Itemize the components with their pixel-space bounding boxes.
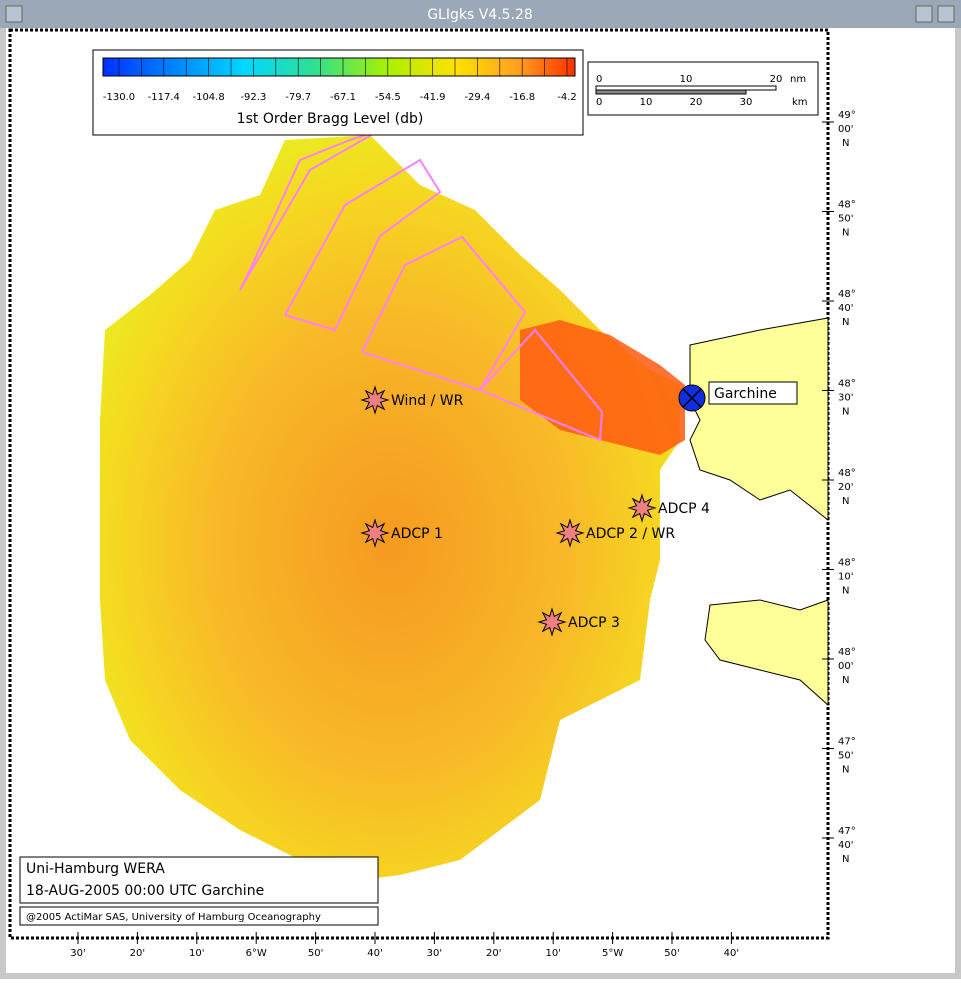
lat-degree: 48° [838, 468, 856, 479]
lat-minute: 30' [838, 393, 853, 404]
info-box [19, 856, 379, 904]
colorbar-label: -117.4 [148, 92, 180, 103]
lat-degree: 47° [838, 737, 856, 748]
info-line: 18-AUG-2005 00:00 UTC Garchine [26, 883, 264, 899]
lat-hemisphere: N [842, 228, 849, 239]
station-label: Wind / WR [391, 393, 464, 409]
station-label: ADCP 3 [568, 615, 620, 631]
land-north [689, 317, 829, 522]
lon-label: 20' [486, 948, 501, 959]
colorbar-label: -29.4 [464, 92, 490, 103]
lat-degree: 48° [838, 558, 856, 569]
lat-degree: 48° [838, 200, 856, 211]
km-unit: km [792, 97, 808, 108]
lon-label: 40' [724, 948, 739, 959]
station-label: ADCP 4 [658, 501, 710, 517]
radar-site-cross [682, 388, 702, 408]
lat-hemisphere: N [842, 138, 849, 149]
colorbar-label: -79.7 [285, 92, 311, 103]
high-level-area [520, 320, 685, 455]
lat-degree: 49° [838, 110, 856, 121]
lat-degree: 48° [838, 379, 856, 390]
colorbar-label: -54.5 [375, 92, 401, 103]
nm-label: 0 [596, 74, 602, 85]
km-label: 10 [640, 97, 653, 108]
lon-label: 5°W [602, 948, 623, 959]
km-label: 30 [740, 97, 753, 108]
colorbar-label: -130.0 [103, 92, 135, 103]
lat-hemisphere: N [842, 765, 849, 776]
lat-minute: 40' [838, 303, 853, 314]
lat-minute: 50' [838, 214, 853, 225]
minimize-button[interactable] [915, 5, 933, 23]
copyright: @2005 ActiMar SAS, University of Hamburg… [26, 912, 321, 923]
km-bar [595, 89, 747, 95]
lat-hemisphere: N [842, 407, 849, 418]
radar-site-label-box [708, 381, 798, 405]
colorbar [102, 57, 576, 77]
lat-hemisphere: N [842, 675, 849, 686]
lon-label: 6°W [246, 948, 267, 959]
station-marker [360, 385, 390, 415]
lon-label: 10' [545, 948, 560, 959]
radar-site-label: Garchine [714, 386, 777, 402]
lat-degree: 48° [838, 289, 856, 300]
lat-hemisphere: N [842, 586, 849, 597]
lon-label: 10' [189, 948, 204, 959]
station-marker [555, 518, 585, 548]
nm-bar [595, 85, 777, 91]
lat-hemisphere: N [842, 317, 849, 328]
title-bar [0, 0, 961, 28]
station-marker [360, 518, 390, 548]
station-label: ADCP 1 [391, 526, 443, 542]
colorbar-label: -4.2 [557, 92, 577, 103]
nm-label: 10 [680, 74, 693, 85]
lon-label: 50' [308, 948, 323, 959]
window-title: GLIgks V4.5.28 [427, 7, 533, 23]
lat-minute: 40' [838, 840, 853, 851]
lat-minute: 00' [838, 661, 853, 672]
lon-label: 50' [664, 948, 679, 959]
lon-label: 20' [130, 948, 145, 959]
station-marker [537, 607, 567, 637]
lat-hemisphere: N [842, 496, 849, 507]
lon-label: 40' [367, 948, 382, 959]
lat-minute: 10' [838, 572, 853, 583]
colorbar-label: -67.1 [330, 92, 356, 103]
station-label: ADCP 2 / WR [586, 526, 675, 542]
lon-label: 30' [427, 948, 442, 959]
zone-outlines [239, 129, 604, 442]
lat-degree: 48° [838, 647, 856, 658]
colorbar-label: -41.9 [420, 92, 446, 103]
radar-coverage [100, 135, 680, 880]
lat-minute: 00' [838, 124, 853, 135]
lat-hemisphere: N [842, 854, 849, 865]
lon-label: 30' [70, 948, 85, 959]
km-label: 20 [690, 97, 703, 108]
colorbar-label: -92.3 [240, 92, 266, 103]
menu-button[interactable] [5, 5, 23, 23]
copyright-box [19, 906, 379, 926]
colorbar-title: 1st Order Bragg Level (db) [237, 111, 424, 127]
maximize-button[interactable] [937, 5, 955, 23]
colorbar-label: -104.8 [192, 92, 224, 103]
nm-unit: nm [790, 74, 806, 85]
lat-minute: 20' [838, 482, 853, 493]
land-south [704, 599, 829, 707]
nm-label: 20 [770, 74, 783, 85]
station-marker [627, 493, 657, 523]
lat-minute: 50' [838, 751, 853, 762]
colorbar-label: -16.8 [509, 92, 535, 103]
info-line: Uni-Hamburg WERA [26, 861, 165, 877]
lat-degree: 47° [838, 826, 856, 837]
km-label: 0 [596, 97, 602, 108]
